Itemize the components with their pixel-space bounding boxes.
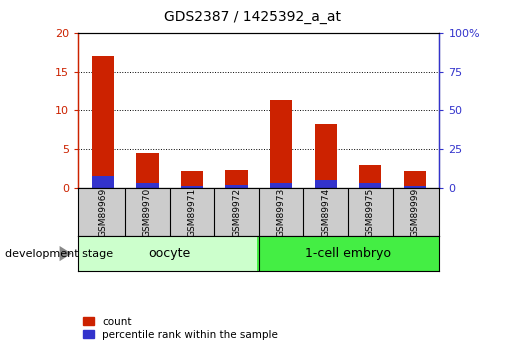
Bar	[270, 183, 292, 188]
Text: GSM89973: GSM89973	[277, 188, 286, 237]
Bar	[181, 171, 203, 188]
Bar	[359, 184, 381, 188]
Text: GSM89970: GSM89970	[143, 188, 152, 237]
Text: GSM89999: GSM89999	[411, 188, 419, 237]
Bar	[136, 153, 159, 188]
Text: GDS2387 / 1425392_a_at: GDS2387 / 1425392_a_at	[164, 10, 341, 24]
Bar	[270, 100, 292, 188]
Bar	[225, 170, 247, 188]
Bar	[359, 165, 381, 188]
Bar	[91, 176, 114, 188]
Text: GSM89975: GSM89975	[366, 188, 375, 237]
Text: oocyte: oocyte	[148, 247, 191, 260]
Polygon shape	[60, 246, 72, 261]
Legend: count, percentile rank within the sample: count, percentile rank within the sample	[83, 317, 278, 340]
Text: GSM89971: GSM89971	[187, 188, 196, 237]
Text: GSM89974: GSM89974	[321, 188, 330, 237]
Text: GSM89969: GSM89969	[98, 188, 107, 237]
Bar	[136, 184, 159, 188]
Bar	[315, 125, 337, 188]
Text: GSM89972: GSM89972	[232, 188, 241, 237]
Bar	[78, 236, 261, 271]
Bar	[257, 236, 439, 271]
Bar	[91, 56, 114, 188]
Text: development stage: development stage	[5, 249, 113, 258]
Bar	[403, 171, 426, 188]
Bar	[315, 180, 337, 188]
Text: 1-cell embryo: 1-cell embryo	[305, 247, 391, 260]
Bar	[181, 186, 203, 188]
Bar	[225, 185, 247, 188]
Bar	[403, 186, 426, 188]
